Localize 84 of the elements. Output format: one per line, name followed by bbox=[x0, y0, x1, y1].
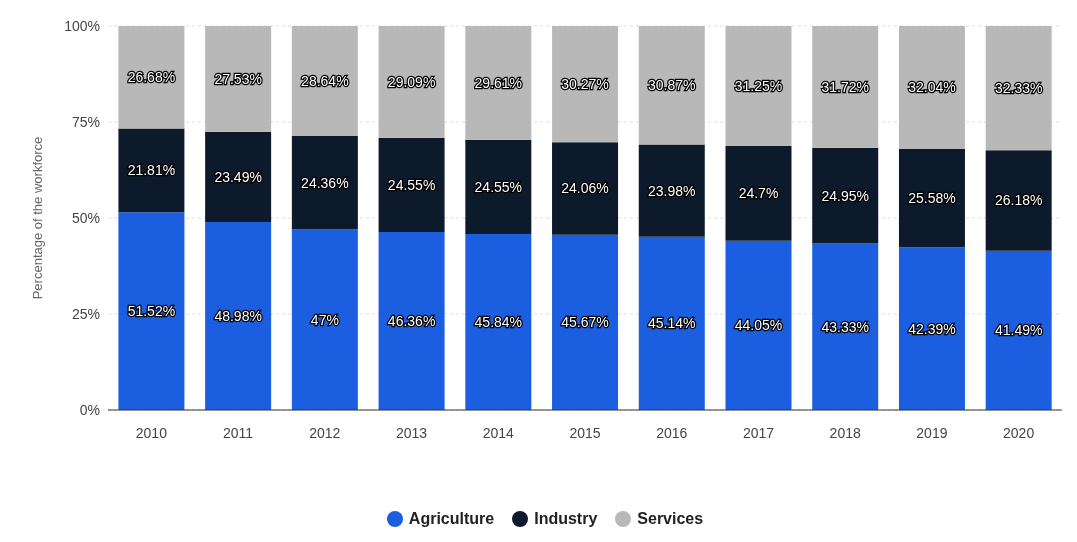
bar bbox=[725, 26, 792, 146]
bar bbox=[638, 144, 705, 237]
y-tick-label: 50% bbox=[71, 209, 100, 226]
data-label: 45.84% bbox=[474, 313, 523, 330]
data-label: 24.7% bbox=[738, 185, 779, 202]
bar bbox=[465, 139, 532, 234]
data-label: 28.64% bbox=[301, 72, 349, 89]
data-label: 24.06% bbox=[561, 180, 609, 197]
data-label: 32.04% bbox=[908, 79, 956, 96]
data-label: 43.33% bbox=[821, 318, 869, 335]
bar bbox=[552, 234, 619, 410]
x-tick-label: 2010 bbox=[135, 424, 168, 441]
y-tick-label: 25% bbox=[71, 305, 100, 322]
legend-label: Services bbox=[637, 510, 704, 528]
data-label: 30.27% bbox=[561, 76, 609, 93]
bar bbox=[552, 142, 619, 235]
data-label: 24.55% bbox=[387, 176, 436, 193]
bar bbox=[725, 240, 792, 410]
bar bbox=[898, 26, 965, 149]
data-label: 51.52% bbox=[127, 303, 176, 320]
bar bbox=[552, 26, 619, 143]
bar bbox=[812, 26, 879, 148]
x-tick-label: 2019 bbox=[916, 424, 948, 441]
data-label: 29.09% bbox=[387, 73, 436, 90]
data-label: 41.49% bbox=[994, 322, 1043, 339]
x-tick-label: 2020 bbox=[1003, 424, 1035, 441]
data-label: 23.98% bbox=[648, 182, 696, 199]
y-tick-label: 100% bbox=[64, 17, 100, 34]
data-label: 48.98% bbox=[214, 307, 262, 324]
bar bbox=[291, 26, 358, 136]
data-label: 47% bbox=[310, 311, 339, 328]
data-label: 27.53% bbox=[214, 70, 262, 87]
bar bbox=[812, 147, 879, 244]
x-tick-label: 2015 bbox=[569, 424, 601, 441]
x-tick-label: 2011 bbox=[223, 424, 254, 441]
bar bbox=[638, 26, 705, 145]
bar bbox=[205, 131, 272, 222]
bar bbox=[205, 26, 272, 132]
data-label: 31.72% bbox=[821, 78, 869, 95]
bar bbox=[985, 250, 1052, 410]
y-axis-title: Percentage of the workforce bbox=[29, 136, 45, 300]
bar bbox=[465, 233, 532, 410]
data-label: 42.39% bbox=[908, 320, 956, 337]
data-label: 46.36% bbox=[387, 312, 436, 329]
bar bbox=[985, 26, 1052, 151]
data-label: 23.49% bbox=[214, 168, 262, 185]
bar bbox=[378, 231, 445, 410]
data-label: 25.58% bbox=[908, 190, 956, 207]
x-tick-label: 2012 bbox=[309, 424, 341, 441]
data-label: 24.55% bbox=[474, 178, 523, 195]
bar bbox=[465, 26, 532, 140]
bar bbox=[812, 243, 879, 410]
data-label: 45.14% bbox=[648, 315, 696, 332]
y-tick-label: 0% bbox=[79, 401, 100, 418]
data-label: 32.33% bbox=[994, 80, 1043, 97]
bar bbox=[378, 26, 445, 138]
bar bbox=[898, 247, 965, 410]
bar bbox=[118, 212, 185, 410]
data-label: 44.05% bbox=[734, 317, 783, 334]
bar bbox=[638, 236, 705, 410]
bar bbox=[985, 150, 1052, 251]
y-tick-label: 75% bbox=[71, 113, 100, 130]
x-tick-label: 2016 bbox=[656, 424, 688, 441]
bar bbox=[118, 128, 185, 213]
data-label: 24.36% bbox=[301, 174, 349, 191]
data-label: 29.61% bbox=[474, 74, 523, 91]
data-label: 24.95% bbox=[821, 187, 869, 204]
data-label: 21.81% bbox=[127, 162, 176, 179]
bar bbox=[118, 26, 185, 129]
data-label: 45.67% bbox=[561, 314, 609, 331]
bar bbox=[291, 135, 358, 230]
legend-label: Agriculture bbox=[408, 510, 495, 528]
x-tick-label: 2017 bbox=[742, 424, 775, 441]
bar bbox=[898, 149, 965, 248]
bar bbox=[725, 146, 792, 241]
legend-label: Industry bbox=[534, 510, 598, 528]
data-label: 30.87% bbox=[648, 77, 696, 94]
x-tick-label: 2013 bbox=[395, 424, 428, 441]
bar bbox=[291, 229, 358, 410]
bar bbox=[378, 137, 445, 232]
bar bbox=[205, 221, 272, 410]
x-tick-label: 2018 bbox=[829, 424, 861, 441]
data-label: 26.18% bbox=[994, 192, 1043, 209]
x-tick-label: 2014 bbox=[482, 424, 515, 441]
